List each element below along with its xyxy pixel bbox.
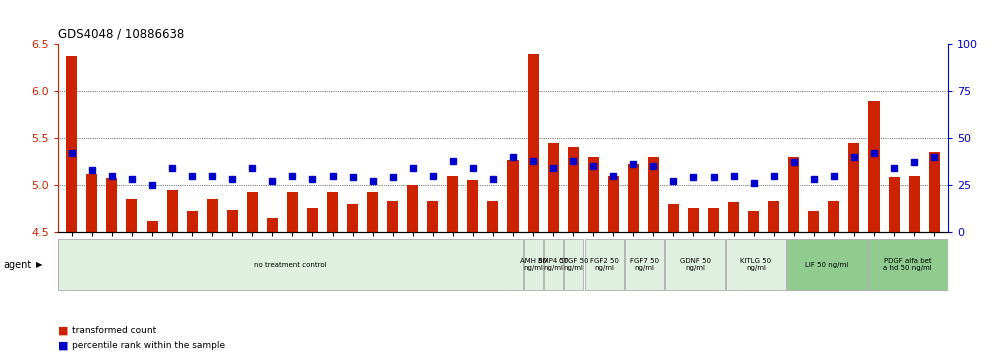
Text: percentile rank within the sample: percentile rank within the sample [72, 341, 225, 350]
Bar [126, 199, 137, 232]
Bar [107, 178, 118, 232]
Text: BMP4 50
ng/ml: BMP4 50 ng/ml [539, 258, 569, 272]
Text: GDS4048 / 10886638: GDS4048 / 10886638 [58, 28, 184, 41]
Bar [447, 176, 458, 232]
Bar [207, 199, 218, 232]
Bar [708, 209, 719, 232]
Bar [146, 221, 157, 232]
Bar [227, 210, 238, 232]
Bar [544, 239, 563, 290]
Bar [407, 185, 418, 232]
Bar [647, 157, 659, 232]
Bar [467, 180, 478, 232]
Bar [67, 56, 78, 232]
Bar [585, 239, 623, 290]
Text: ■: ■ [58, 340, 69, 350]
Bar [768, 201, 779, 232]
Bar [368, 192, 378, 232]
Bar [387, 201, 398, 232]
Bar [868, 239, 947, 290]
Bar [87, 174, 98, 232]
Bar [829, 201, 840, 232]
Bar [928, 152, 939, 232]
Text: FGF2 50
ng/ml: FGF2 50 ng/ml [590, 258, 619, 272]
Bar [588, 157, 599, 232]
Bar [568, 147, 579, 232]
Text: CTGF 50
ng/ml: CTGF 50 ng/ml [559, 258, 589, 272]
Bar [186, 211, 197, 232]
Bar [869, 101, 879, 232]
Text: ▶: ▶ [36, 260, 43, 269]
Bar [668, 204, 679, 232]
Bar [888, 177, 899, 232]
Text: LIF 50 ng/ml: LIF 50 ng/ml [805, 262, 849, 268]
Text: transformed count: transformed count [72, 326, 156, 336]
Bar [908, 176, 919, 232]
Bar [728, 202, 739, 232]
Bar [427, 201, 438, 232]
Bar [267, 218, 278, 232]
Bar [809, 211, 820, 232]
Bar [347, 204, 359, 232]
Bar [247, 192, 258, 232]
Text: ■: ■ [58, 326, 69, 336]
Bar [748, 211, 759, 232]
Text: KITLG 50
ng/ml: KITLG 50 ng/ml [740, 258, 772, 272]
Bar [528, 53, 539, 232]
Bar [59, 239, 523, 290]
Text: AMH 50
ng/ml: AMH 50 ng/ml [520, 258, 547, 272]
Bar [627, 164, 638, 232]
Text: no treatment control: no treatment control [254, 262, 327, 268]
Text: agent: agent [3, 259, 31, 270]
Bar [524, 239, 543, 290]
Bar [548, 143, 559, 232]
Bar [327, 192, 338, 232]
Bar [565, 239, 584, 290]
Text: GDNF 50
ng/ml: GDNF 50 ng/ml [679, 258, 711, 272]
Bar [849, 143, 860, 232]
Bar [726, 239, 786, 290]
Bar [487, 201, 498, 232]
Bar [625, 239, 664, 290]
Bar [787, 239, 867, 290]
Text: PDGF alfa bet
a hd 50 ng/ml: PDGF alfa bet a hd 50 ng/ml [883, 258, 932, 272]
Bar [688, 209, 699, 232]
Bar [307, 209, 318, 232]
Bar [665, 239, 725, 290]
Bar [287, 192, 298, 232]
Bar [508, 160, 519, 232]
Bar [788, 157, 799, 232]
Bar [166, 190, 177, 232]
Bar [608, 176, 619, 232]
Text: FGF7 50
ng/ml: FGF7 50 ng/ml [630, 258, 659, 272]
